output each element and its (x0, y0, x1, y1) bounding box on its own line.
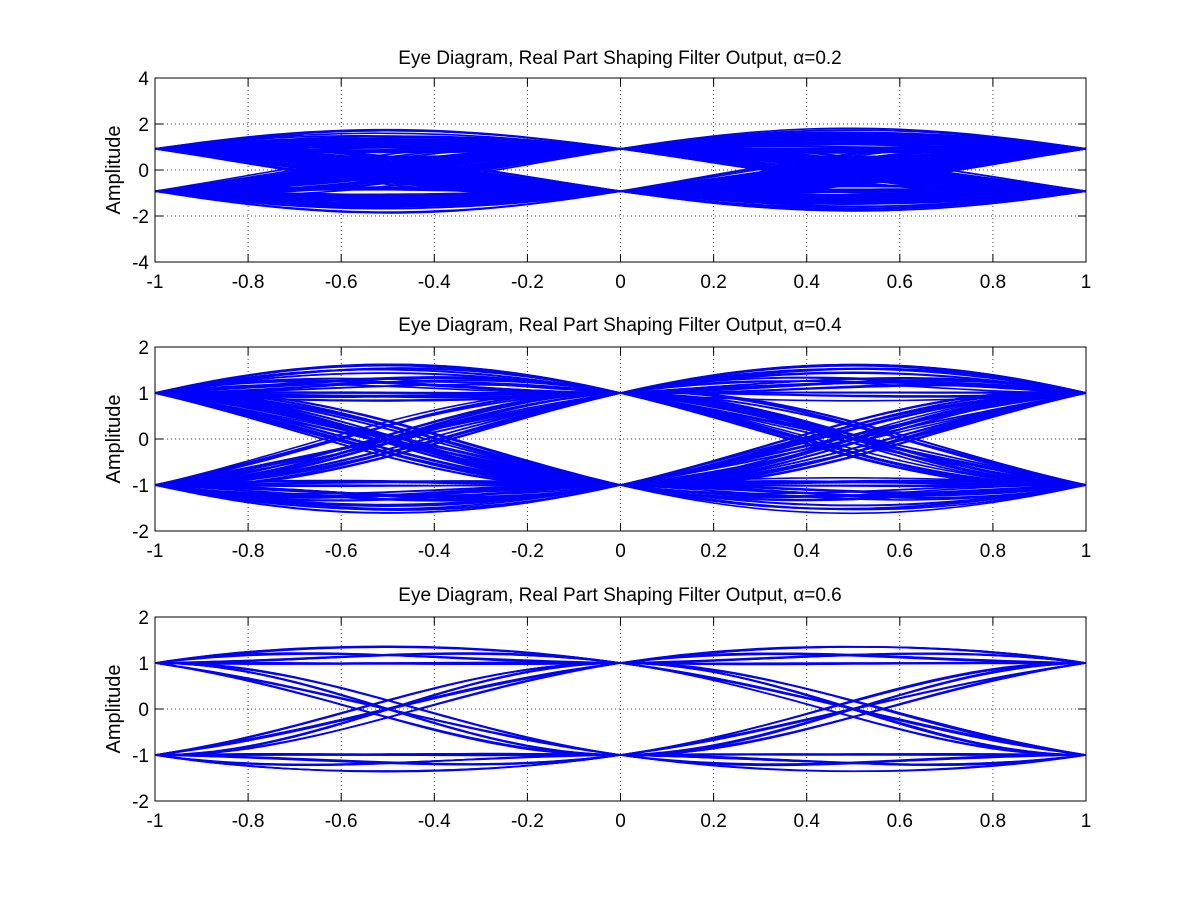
x-tick-label: 0.2 (700, 811, 726, 832)
y-tick-label: -2 (132, 522, 149, 543)
eye-trace (155, 148, 1086, 192)
x-tick-label: -0.8 (232, 811, 265, 832)
x-tick-label: 0.6 (887, 541, 913, 562)
subplot-2-title: Eye Diagram, Real Part Shaping Filter Ou… (398, 315, 842, 336)
x-tick-label: -0.6 (325, 811, 358, 832)
y-tick-label: -2 (132, 792, 149, 813)
y-tick-label: 2 (138, 115, 149, 136)
x-tick-label: -0.2 (511, 272, 544, 293)
x-tick-label: 0.2 (700, 272, 726, 293)
y-tick-label: 1 (138, 384, 149, 405)
eye-traces (155, 127, 1086, 214)
x-tick-label: 0.8 (980, 272, 1006, 293)
y-tick-label: -1 (132, 476, 149, 497)
subplot-2: Eye Diagram, Real Part Shaping Filter Ou… (103, 315, 1091, 562)
x-tick-label: 1 (1081, 272, 1092, 293)
x-tick-label: -0.4 (418, 272, 451, 293)
y-tick-label: 0 (138, 161, 149, 182)
x-tick-label: -0.4 (418, 811, 451, 832)
y-tick-label: 0 (138, 700, 149, 721)
subplot-1-title: Eye Diagram, Real Part Shaping Filter Ou… (398, 48, 841, 69)
x-tick-label: 0.4 (793, 272, 820, 293)
x-tick-label: -0.6 (325, 272, 358, 293)
y-tick-label: 2 (138, 608, 149, 629)
eye-trace (155, 753, 1086, 757)
subplot-3-title: Eye Diagram, Real Part Shaping Filter Ou… (398, 585, 841, 606)
x-tick-label: 0.4 (793, 541, 820, 562)
plot-border (154, 77, 1087, 263)
subplot-3-ylabel: Amplitude (103, 665, 125, 754)
subplot-2-ylabel: Amplitude (103, 395, 125, 484)
x-tick-label: -0.4 (418, 541, 451, 562)
y-tick-label: -4 (132, 253, 149, 274)
x-tick-label: -1 (147, 272, 164, 293)
x-tick-label: 0.6 (887, 811, 913, 832)
x-tick-label: 0.6 (887, 272, 913, 293)
x-tick-label: -0.2 (511, 811, 544, 832)
x-tick-label: -0.8 (232, 272, 265, 293)
y-tick-label: 1 (138, 654, 149, 675)
subplot-3: Eye Diagram, Real Part Shaping Filter Ou… (103, 585, 1091, 832)
eye-trace (155, 148, 1086, 203)
x-tick-label: 0 (615, 272, 626, 293)
x-tick-label: 1 (1081, 811, 1092, 832)
x-tick-label: 0.2 (700, 541, 726, 562)
y-tick-label: 4 (138, 69, 149, 90)
y-tick-label: -2 (132, 207, 149, 228)
plot-border (154, 346, 1087, 532)
x-tick-label: -0.6 (325, 541, 358, 562)
x-tick-label: -1 (147, 811, 164, 832)
plot-border (154, 616, 1087, 802)
eye-trace (155, 392, 1086, 487)
x-tick-label: -0.2 (511, 541, 544, 562)
eye-traces (155, 645, 1086, 773)
eye-trace (155, 364, 1086, 487)
x-tick-label: -1 (147, 541, 164, 562)
y-tick-label: -1 (132, 746, 149, 767)
x-tick-label: 0.4 (793, 811, 820, 832)
subplot-1: Eye Diagram, Real Part Shaping Filter Ou… (103, 48, 1091, 293)
subplot-1-ylabel: Amplitude (103, 126, 125, 215)
x-tick-label: 0 (615, 541, 626, 562)
y-tick-label: 0 (138, 430, 149, 451)
y-tick-label: 2 (138, 338, 149, 359)
x-tick-label: 0.8 (980, 811, 1006, 832)
x-tick-label: -0.8 (232, 541, 265, 562)
eye-traces (155, 363, 1086, 515)
x-tick-label: 1 (1081, 541, 1092, 562)
x-tick-label: 0 (615, 811, 626, 832)
eye-trace (155, 646, 1086, 756)
x-tick-label: 0.8 (980, 541, 1006, 562)
